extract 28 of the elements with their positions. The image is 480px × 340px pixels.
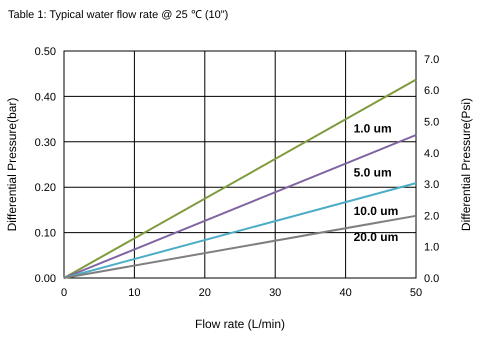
y-tick-label: 0.10	[34, 228, 56, 240]
y-tick-label: 0.50	[34, 46, 56, 58]
y2-tick-label: 0.0	[424, 273, 440, 285]
y2-tick-label: 6.0	[424, 85, 440, 98]
y-tick-label: 0.30	[34, 136, 56, 149]
x-tick-label: 0	[60, 287, 68, 299]
y2-axis-title: Differential Pressure(Psi)	[459, 98, 473, 232]
series-label: 5.0 um	[354, 166, 392, 180]
y-tick-label: 0.20	[34, 182, 56, 194]
x-axis-title: Flow rate (L/min)	[194, 317, 286, 331]
x-tick-label: 40	[339, 287, 352, 299]
series-label: 20.0 um	[354, 230, 398, 244]
y2-tick-label: 7.0	[424, 54, 440, 66]
y2-tick-label: 1.0	[424, 242, 440, 254]
y2-tick-label: 3.0	[424, 179, 440, 192]
x-tick-label: 30	[269, 287, 282, 299]
y2-tick-label: 4.0	[424, 148, 440, 160]
x-tick-label: 20	[198, 287, 211, 299]
x-tick-label: 10	[128, 287, 141, 299]
y-tick-label: 0.00	[34, 273, 56, 285]
y2-tick-label: 5.0	[424, 116, 440, 128]
y-axis-title: Differential Pressure(bar)	[5, 98, 19, 232]
y-tick-label: 0.40	[34, 91, 56, 104]
y2-tick-label: 2.0	[424, 210, 440, 222]
series-label: 1.0 um	[354, 121, 392, 136]
x-tick-label: 50	[410, 287, 422, 299]
series-label: 10.0 um	[354, 204, 398, 218]
chart-title: Table 1: Typical water flow rate @ 25 ℃ (10")	[8, 9, 228, 21]
